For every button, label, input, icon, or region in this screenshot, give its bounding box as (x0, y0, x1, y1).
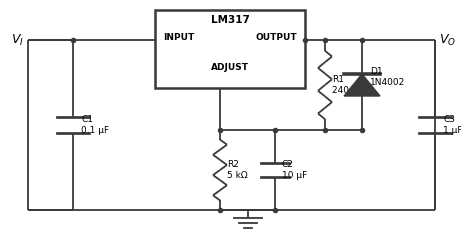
Text: D1
1N4002: D1 1N4002 (370, 67, 405, 87)
Polygon shape (344, 74, 380, 96)
Text: R1
240 Ω: R1 240 Ω (332, 75, 359, 95)
Text: $V_I$: $V_I$ (11, 32, 24, 48)
Text: LM317: LM317 (211, 15, 249, 25)
Text: C2
10 μF: C2 10 μF (282, 160, 307, 180)
Text: C1
0.1 μF: C1 0.1 μF (81, 115, 109, 135)
Text: INPUT: INPUT (163, 34, 194, 43)
Bar (155, 10, 305, 88)
Text: ADJUST: ADJUST (211, 64, 249, 73)
Text: C3
1 μF: C3 1 μF (443, 115, 461, 135)
Text: OUTPUT: OUTPUT (255, 34, 297, 43)
Text: $V_O$: $V_O$ (439, 32, 456, 48)
Text: R2
5 kΩ: R2 5 kΩ (227, 160, 248, 180)
